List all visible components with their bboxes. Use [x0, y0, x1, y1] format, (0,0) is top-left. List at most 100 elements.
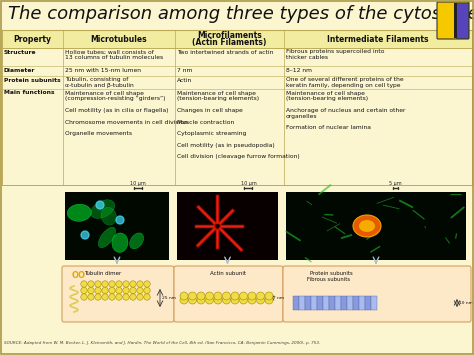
- Circle shape: [214, 296, 222, 304]
- Circle shape: [137, 294, 143, 300]
- Circle shape: [137, 287, 143, 294]
- Text: Tubulin dimer: Tubulin dimer: [84, 271, 121, 276]
- Text: Two intertwined strands of actin: Two intertwined strands of actin: [177, 49, 273, 55]
- Circle shape: [206, 296, 213, 304]
- Text: Actin: Actin: [177, 77, 192, 82]
- Bar: [347, 296, 353, 310]
- Bar: [177, 192, 278, 260]
- Bar: [2, 48, 472, 185]
- Circle shape: [102, 294, 108, 300]
- Circle shape: [137, 281, 143, 287]
- Ellipse shape: [353, 215, 381, 237]
- Circle shape: [231, 296, 239, 304]
- Text: Tubulin, consisting of
α-tubulin and β-tubulin: Tubulin, consisting of α-tubulin and β-t…: [65, 77, 134, 88]
- Text: 5 μm: 5 μm: [389, 181, 402, 186]
- Circle shape: [231, 292, 239, 300]
- Circle shape: [116, 281, 122, 287]
- FancyBboxPatch shape: [62, 266, 174, 322]
- Circle shape: [96, 201, 104, 209]
- Circle shape: [239, 296, 247, 304]
- Circle shape: [206, 292, 213, 300]
- Circle shape: [144, 294, 150, 300]
- Text: 10 nm: 10 nm: [459, 301, 473, 305]
- Circle shape: [180, 292, 188, 300]
- Circle shape: [144, 281, 150, 287]
- Bar: [454, 3, 457, 38]
- Circle shape: [102, 287, 108, 294]
- Text: 10 μm: 10 μm: [130, 181, 146, 186]
- Bar: [341, 296, 347, 310]
- Text: The comparison among three types of the cytoskeleton: The comparison among three types of the …: [8, 5, 474, 23]
- Ellipse shape: [112, 233, 128, 252]
- Circle shape: [95, 287, 101, 294]
- Circle shape: [81, 281, 87, 287]
- Bar: [456, 3, 468, 38]
- Circle shape: [88, 294, 94, 300]
- Text: 10 μm: 10 μm: [241, 181, 256, 186]
- Text: Protein subunits: Protein subunits: [4, 77, 61, 82]
- Circle shape: [88, 281, 94, 287]
- Bar: [65, 192, 169, 260]
- Text: Property: Property: [13, 34, 52, 44]
- Ellipse shape: [101, 207, 117, 225]
- Text: Actin subunit: Actin subunit: [210, 271, 246, 276]
- Text: Structure: Structure: [4, 49, 36, 55]
- Circle shape: [95, 281, 101, 287]
- Bar: [305, 296, 311, 310]
- Circle shape: [102, 281, 108, 287]
- Ellipse shape: [359, 220, 375, 232]
- Text: Maintenance of cell shape
(tension-bearing elements)

Changes in cell shape

Mus: Maintenance of cell shape (tension-beari…: [177, 91, 300, 159]
- Circle shape: [180, 296, 188, 304]
- Bar: [365, 296, 371, 310]
- Text: 25 nm with 15-nm lumen: 25 nm with 15-nm lumen: [65, 67, 141, 72]
- Text: One of several different proteins of the
keratin family, depending on cell type: One of several different proteins of the…: [286, 77, 404, 88]
- Circle shape: [189, 296, 197, 304]
- Circle shape: [197, 292, 205, 300]
- Ellipse shape: [98, 227, 116, 248]
- Circle shape: [248, 296, 256, 304]
- Circle shape: [81, 294, 87, 300]
- Circle shape: [189, 292, 197, 300]
- Text: (Actin Filaments): (Actin Filaments): [192, 38, 267, 47]
- Circle shape: [81, 231, 89, 239]
- Text: Main functions: Main functions: [4, 91, 55, 95]
- Circle shape: [256, 296, 264, 304]
- Ellipse shape: [67, 204, 91, 221]
- Bar: [353, 296, 359, 310]
- Circle shape: [265, 296, 273, 304]
- Text: 25 nm: 25 nm: [162, 296, 176, 300]
- Text: Maintenance of cell shape
(compression-resisting “girders”)

Cell motility (as i: Maintenance of cell shape (compression-r…: [65, 91, 188, 136]
- Text: Diameter: Diameter: [4, 67, 36, 72]
- Circle shape: [88, 287, 94, 294]
- Circle shape: [130, 281, 136, 287]
- Bar: [371, 296, 377, 310]
- Circle shape: [144, 287, 150, 294]
- Text: Microtubules: Microtubules: [91, 34, 147, 44]
- Ellipse shape: [129, 233, 144, 249]
- Circle shape: [248, 292, 256, 300]
- Text: Microfilaments: Microfilaments: [197, 32, 262, 40]
- Text: 8–12 nm: 8–12 nm: [286, 67, 312, 72]
- Bar: [335, 296, 341, 310]
- Bar: [323, 296, 329, 310]
- Bar: [2, 30, 472, 48]
- Text: OO: OO: [72, 271, 86, 280]
- Text: 7 nm: 7 nm: [273, 296, 284, 300]
- Circle shape: [130, 294, 136, 300]
- Bar: [293, 296, 299, 310]
- Circle shape: [109, 294, 115, 300]
- Circle shape: [256, 292, 264, 300]
- Circle shape: [265, 292, 273, 300]
- Text: Intermediate Filaments: Intermediate Filaments: [327, 34, 429, 44]
- Circle shape: [109, 281, 115, 287]
- Circle shape: [222, 292, 230, 300]
- Circle shape: [222, 296, 230, 304]
- Ellipse shape: [91, 200, 115, 218]
- Bar: [329, 296, 335, 310]
- Circle shape: [197, 296, 205, 304]
- Text: Hollow tubes; wall consists of
13 columns of tubulin molecules: Hollow tubes; wall consists of 13 column…: [65, 49, 163, 60]
- Circle shape: [81, 287, 87, 294]
- Bar: [317, 296, 323, 310]
- Circle shape: [109, 287, 115, 294]
- Bar: [359, 296, 365, 310]
